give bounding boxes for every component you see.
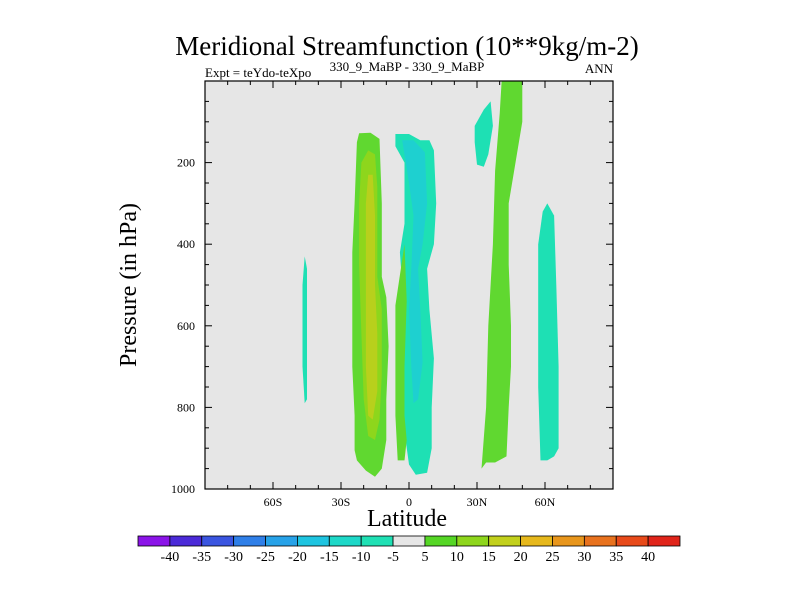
chart-title: Meridional Streamfunction (10**9kg/m-2) [175,31,638,61]
colorbar-swatch [297,535,330,547]
y-tick-label: 200 [177,156,195,170]
y-tick-label: 1000 [171,482,195,496]
colorbar-swatch [583,535,617,547]
x-tick-label: 60S [264,495,283,509]
contour-column-lat-60 [538,203,559,461]
colorbar-label: -10 [352,550,371,565]
colorbar-label: 25 [545,550,559,565]
x-tick-label: 60N [535,495,556,509]
y-tick-labels: 200 400 600 800 1000 [171,156,195,496]
colorbar-label: 15 [482,550,496,565]
y-tick-label: 600 [177,319,195,333]
contour-green-south-of-eq [395,244,407,461]
colorbar-label: 5 [421,550,428,565]
contour-blob-lat-30-top [474,101,493,167]
colorbar-swatch [233,535,266,547]
colorbar-label: -5 [387,550,399,565]
colorbar-label: 20 [514,550,528,565]
y-tick-label: 400 [177,237,195,251]
colorbar-swatch [137,535,171,547]
colorbar-label: -15 [320,550,339,565]
x-tick-label: 0 [406,495,412,509]
colorbar-swatch [201,535,235,547]
contour-inner-lat-5-10 [402,140,428,404]
colorbar-swatch [265,535,298,547]
colorbar-label: -30 [224,550,243,565]
contour-column-lat-45 [302,256,307,404]
colorbar-label: -20 [288,550,307,565]
x-tick-labels: 60S 30S 0 30N 60N [264,495,556,509]
colorbar-swatch [520,535,553,547]
x-tick-label: 30N [467,495,488,509]
y-tick-label: 800 [177,400,195,414]
colorbar-swatch [456,535,490,547]
colorbar-swatch [488,535,521,547]
contour-ring-lat-45-outer [481,81,523,469]
colorbar-swatch [424,535,458,547]
subtitle-left: Expt = teYdo-teXpo [205,65,311,80]
colorbar [137,535,681,547]
x-axis-label: Latitude [367,506,447,532]
subtitle-right: ANN [585,61,614,76]
axis-ticks [204,80,614,490]
colorbar-swatch [169,535,203,547]
colorbar-swatch [647,535,681,547]
colorbar-label: 35 [609,550,623,565]
colorbar-swatch [328,535,362,547]
colorbar-label: -40 [161,550,180,565]
colorbar-swatch [360,535,394,547]
y-axis-label: Pressure (in hPa) [116,203,142,367]
contour-core-lat-15-15 [365,174,378,420]
colorbar-labels: -40 -35 -30 -25 -20 -15 -10 -5 5 10 15 20 25 30 35 40 [161,550,656,565]
contour-regions [302,81,559,477]
colorbar-label: -35 [192,550,211,565]
colorbar-label: 40 [641,550,655,565]
colorbar-label: -25 [256,550,275,565]
colorbar-label: 30 [577,550,591,565]
colorbar-swatch [392,535,426,547]
x-tick-label: 30S [332,495,351,509]
colorbar-label: 10 [450,550,464,565]
subtitle-center: 330_9_MaBP - 330_9_MaBP [330,59,485,74]
colorbar-swatch [615,535,649,547]
colorbar-swatch [552,535,585,547]
